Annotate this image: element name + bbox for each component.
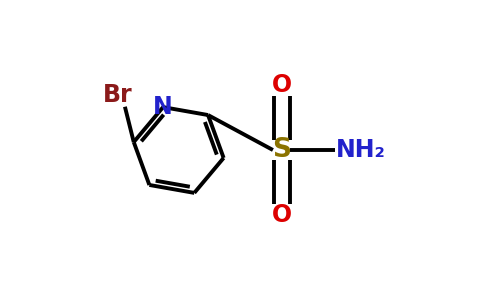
Text: S: S — [272, 137, 291, 163]
Text: O: O — [272, 73, 292, 97]
Text: Br: Br — [103, 83, 132, 107]
Text: NH₂: NH₂ — [336, 138, 386, 162]
Text: O: O — [272, 203, 292, 227]
Text: N: N — [153, 95, 173, 119]
